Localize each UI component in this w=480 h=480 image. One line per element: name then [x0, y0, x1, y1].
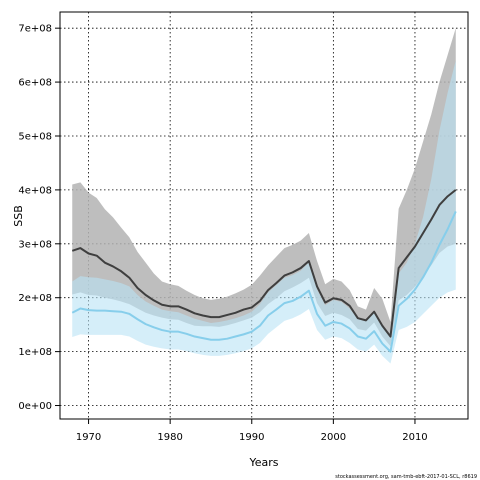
x-tick-label: 1980	[157, 432, 182, 443]
plot-frame	[59, 11, 469, 420]
x-tick-label: 1990	[239, 432, 264, 443]
series-line-1	[71, 211, 457, 353]
confidence-band-1	[72, 60, 456, 364]
series-line-0	[71, 189, 457, 338]
y-axis: 0e+00 1e+08 2e+08 3e+08 4e+08 5e+08 6e+08 7e+08	[18, 24, 60, 412]
y-tick-label: 7e+08	[18, 24, 52, 35]
y-tick-label: 5e+08	[18, 131, 52, 142]
x-tick-label: 1970	[76, 432, 101, 443]
footer-credit: stockassessment.org, sam-tmb-ebft-2017-0…	[335, 474, 477, 480]
y-axis-label: SSB	[12, 205, 25, 227]
y-tick-label: 3e+08	[18, 239, 52, 250]
x-tick-label: 2000	[321, 432, 346, 443]
x-tick-label: 2010	[402, 432, 427, 443]
y-tick-label: 6e+08	[18, 78, 52, 89]
x-axis-label: Years	[248, 456, 278, 469]
y-tick-label: 0e+00	[18, 401, 52, 412]
y-tick-label: 1e+08	[18, 347, 52, 358]
confidence-bands	[72, 28, 456, 364]
x-axis: 1970 1980 1990 2000 2010	[76, 419, 428, 443]
y-tick-label: 4e+08	[18, 185, 52, 196]
series-lines	[71, 189, 457, 353]
y-tick-label: 2e+08	[18, 293, 52, 304]
confidence-band-0	[72, 28, 456, 347]
